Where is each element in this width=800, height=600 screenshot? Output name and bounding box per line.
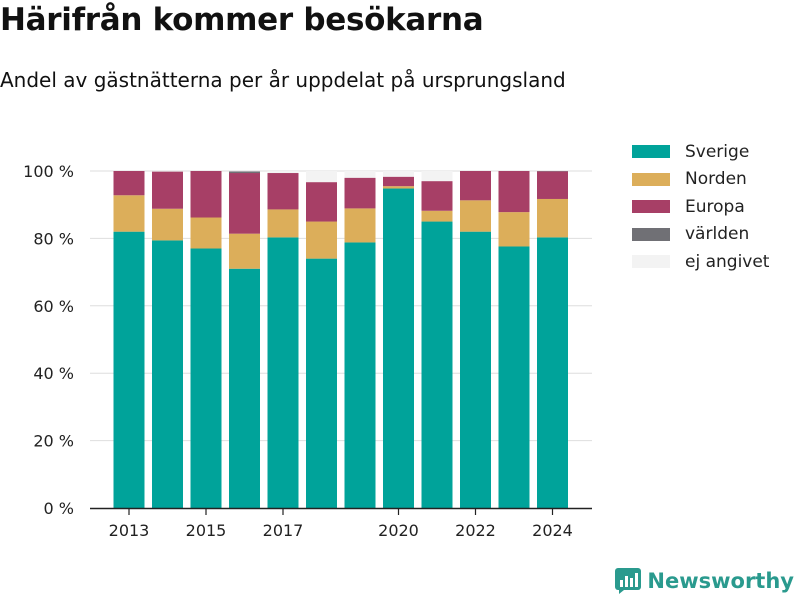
bar-segment [267, 209, 299, 238]
legend-item: Norden [632, 166, 769, 194]
x-tick-label: 2017 [263, 521, 304, 540]
bar-segment [421, 171, 453, 182]
bar-segment [152, 171, 183, 209]
legend-label: ej angivet [685, 251, 770, 272]
bar-segment [460, 231, 491, 508]
legend-label: Europa [685, 196, 745, 217]
bar-segment [383, 186, 414, 189]
bar-segment [460, 171, 491, 201]
x-tick-label: 2022 [455, 521, 496, 540]
bar-segment [498, 171, 530, 213]
bar-segment [344, 208, 376, 243]
bar-segment [267, 171, 299, 174]
newsworthy-logo-icon [615, 568, 642, 594]
legend-item: världen [632, 221, 769, 249]
bar-segment [537, 237, 568, 508]
bar-segment [190, 217, 222, 249]
bar-segment [229, 171, 260, 174]
bar-segment [421, 210, 453, 222]
legend-swatch [632, 145, 670, 159]
bar-segment [306, 171, 337, 183]
x-tick-label: 2024 [532, 521, 573, 540]
y-tick-label: 60 % [33, 297, 74, 316]
bar-segment [498, 212, 530, 247]
y-tick-label: 40 % [33, 364, 74, 383]
bar-segment [306, 182, 337, 222]
legend-swatch [632, 255, 670, 269]
newsworthy-logo: Newsworthy [615, 568, 794, 594]
legend-item: ej angivet [632, 248, 769, 276]
y-tick-label: 80 % [33, 229, 74, 248]
legend-swatch [632, 172, 670, 186]
bar-segment [537, 198, 568, 238]
y-axis: 0 % 20 % 40 % 60 % 80 % 100 % [23, 162, 74, 518]
bar-segment [190, 248, 222, 508]
legend-swatch [632, 200, 670, 214]
chart-subtitle: Andel av gästnätterna per år uppdelat på… [0, 68, 566, 92]
bar-segment [460, 200, 491, 232]
bar-segment [421, 181, 453, 211]
legend-label: Sverige [685, 141, 750, 162]
x-tick-label: 2020 [378, 521, 419, 540]
bar-segment [267, 173, 299, 210]
legend-item: Sverige [632, 138, 769, 166]
legend-label: världen [685, 224, 750, 245]
bar-segment [498, 246, 530, 508]
bar-segment [229, 233, 260, 269]
x-axis: 2013 2015 2017 2020 2022 2024 [90, 507, 592, 540]
y-tick-label: 20 % [33, 432, 74, 451]
chart-title: Härifrån kommer besökarna [0, 2, 484, 38]
x-tick-label: 2013 [109, 521, 150, 540]
x-tick-label: 2015 [186, 521, 227, 540]
bar-segment [537, 171, 568, 199]
y-tick-label: 100 % [23, 162, 74, 181]
y-tick-label: 0 % [44, 499, 74, 518]
bars [113, 171, 568, 509]
legend-swatch [632, 227, 670, 241]
legend-label: Norden [685, 169, 747, 190]
bar-segment [306, 258, 337, 508]
bar-segment [344, 171, 376, 178]
bar-segment [152, 208, 183, 241]
bar-segment [306, 221, 337, 259]
bar-segment [383, 188, 414, 509]
legend: Sverige Norden Europa världen ej angivet [632, 138, 769, 276]
bar-segment [113, 171, 145, 196]
bar-segment [113, 195, 145, 232]
bar-segment [229, 268, 260, 508]
bar-segment [113, 231, 145, 508]
bar-segment [229, 173, 260, 234]
bar-segment [152, 240, 183, 508]
bar-segment [383, 176, 414, 187]
bar-segment [383, 171, 414, 177]
legend-item: Europa [632, 193, 769, 221]
bar-segment [344, 242, 376, 508]
bar-segment [344, 177, 376, 209]
bar-segment [267, 237, 299, 508]
bar-segment [421, 221, 453, 509]
brand-name: Newsworthy [647, 569, 794, 593]
bar-segment [190, 171, 222, 218]
